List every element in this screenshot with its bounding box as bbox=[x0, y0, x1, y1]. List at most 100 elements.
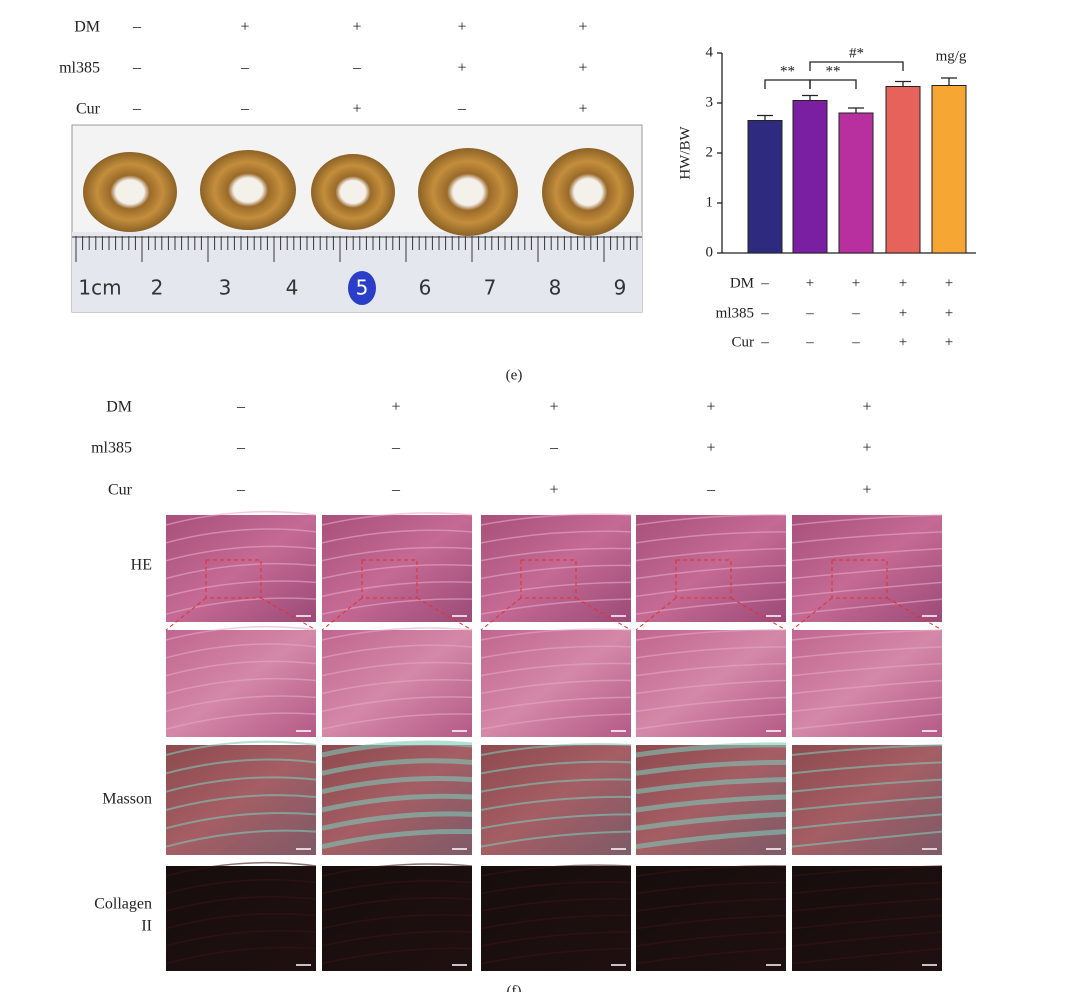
tissue-fiber bbox=[321, 696, 473, 713]
tissue-fiber bbox=[635, 629, 787, 641]
tissue-fiber bbox=[321, 880, 473, 895]
zoom-line bbox=[165, 597, 317, 631]
treatment-sign: + bbox=[352, 101, 361, 118]
row-label: Masson bbox=[102, 791, 152, 808]
zoom-box bbox=[361, 559, 418, 599]
y-tick-label: 2 bbox=[706, 144, 714, 160]
tissue-fiber bbox=[321, 627, 473, 641]
error-bar bbox=[895, 80, 911, 87]
tissue-fiber bbox=[480, 914, 632, 930]
treatment-sign: + bbox=[899, 275, 907, 291]
treatment-sign: + bbox=[899, 334, 907, 350]
treatment-sign: + bbox=[549, 482, 558, 499]
tissue-fiber bbox=[165, 946, 317, 965]
ruler-label: 9 bbox=[614, 276, 627, 300]
tissue-fiber bbox=[321, 758, 473, 776]
treatment-sign: + bbox=[240, 19, 249, 36]
micrograph bbox=[636, 866, 786, 971]
treatment-sign: – bbox=[706, 482, 716, 499]
tissue-fiber bbox=[635, 898, 787, 912]
treatment-label: ml385 bbox=[716, 305, 754, 321]
treatment-sign: – bbox=[851, 305, 860, 321]
ruler-label: 8 bbox=[549, 276, 562, 300]
tissue-fiber bbox=[791, 662, 943, 677]
row-label: HE bbox=[131, 557, 152, 574]
tissue-fiber bbox=[321, 679, 473, 695]
treatment-sign: – bbox=[132, 60, 142, 77]
treatment-sign: + bbox=[945, 305, 953, 321]
ruler-label: 7 bbox=[484, 276, 497, 300]
tissue-fiber bbox=[165, 861, 317, 877]
tissue-fiber bbox=[791, 547, 943, 562]
tissue-fiber bbox=[165, 545, 317, 562]
treatment-sign: + bbox=[862, 440, 871, 457]
ruler-ticks bbox=[72, 236, 642, 262]
row-label: Collagen bbox=[94, 896, 152, 913]
y-tick-label: 0 bbox=[706, 244, 714, 260]
treatment-sign: + bbox=[457, 19, 466, 36]
tissue-fiber bbox=[480, 530, 632, 544]
y-tick-label: 1 bbox=[706, 194, 714, 210]
zoom-line bbox=[791, 597, 943, 631]
micrograph bbox=[166, 745, 316, 855]
y-axis-label: HW/BW bbox=[677, 126, 693, 180]
tissue-fiber bbox=[791, 796, 943, 811]
tissue-fiber bbox=[480, 864, 632, 877]
bar bbox=[885, 86, 921, 254]
treatment-sign: + bbox=[578, 60, 587, 77]
treatment-sign: – bbox=[851, 334, 860, 350]
tissue-fiber bbox=[480, 813, 632, 830]
tissue-fiber bbox=[480, 598, 632, 615]
tissue-fiber bbox=[480, 581, 632, 598]
tissue-fiber bbox=[480, 881, 632, 895]
treatment-sign: + bbox=[352, 19, 361, 36]
tissue-fiber bbox=[165, 776, 317, 793]
treatment-sign: + bbox=[706, 440, 715, 457]
tissue-fiber bbox=[480, 947, 632, 965]
tissue-fiber bbox=[165, 597, 317, 615]
treatment-sign: + bbox=[852, 275, 860, 291]
tissue-fiber bbox=[791, 629, 943, 641]
treatment-label: Cur bbox=[76, 101, 101, 118]
treatment-sign: + bbox=[457, 60, 466, 77]
treatment-sign: + bbox=[706, 399, 715, 416]
sig-bracket bbox=[809, 79, 857, 89]
tissue-fiber bbox=[165, 740, 317, 756]
tissue-fiber bbox=[321, 644, 473, 659]
treatment-sign: + bbox=[945, 275, 953, 291]
tissue-fiber bbox=[635, 811, 787, 831]
treatment-sign: – bbox=[760, 305, 769, 321]
tissue-fiber bbox=[635, 713, 787, 730]
tissue-fiber bbox=[791, 947, 943, 965]
tissue-fiber bbox=[635, 759, 787, 776]
treatment-sign: + bbox=[862, 482, 871, 499]
tissue-fiber bbox=[791, 865, 943, 877]
treatment-sign: + bbox=[862, 399, 871, 416]
tissue-fiber bbox=[480, 662, 632, 677]
micrograph bbox=[636, 630, 786, 737]
tissue-fiber bbox=[635, 646, 787, 659]
tissue-fiber bbox=[321, 598, 473, 615]
ruler-label: 3 bbox=[219, 276, 232, 300]
tissue-fiber bbox=[165, 712, 317, 730]
tissue-fiber bbox=[791, 898, 943, 912]
treatment-label: Cur bbox=[108, 482, 133, 499]
bar bbox=[747, 120, 783, 254]
tissue-fiber bbox=[165, 528, 317, 544]
tissue-fiber bbox=[480, 696, 632, 713]
tissue-fiber bbox=[321, 740, 473, 758]
treatment-sign: – bbox=[236, 440, 246, 457]
sig-label: ** bbox=[826, 63, 841, 79]
treatment-sign: – bbox=[132, 19, 142, 36]
tissue-fiber bbox=[480, 645, 632, 659]
tissue-fiber bbox=[165, 895, 317, 912]
micrograph bbox=[166, 515, 316, 622]
bar bbox=[838, 112, 874, 254]
micrograph bbox=[636, 515, 786, 622]
tissue-fiber bbox=[635, 564, 787, 580]
tissue-fiber bbox=[791, 761, 943, 775]
treatment-sign: – bbox=[805, 305, 814, 321]
tissue-fiber bbox=[321, 793, 473, 813]
tissue-fiber bbox=[791, 813, 943, 830]
treatment-sign: – bbox=[805, 334, 814, 350]
